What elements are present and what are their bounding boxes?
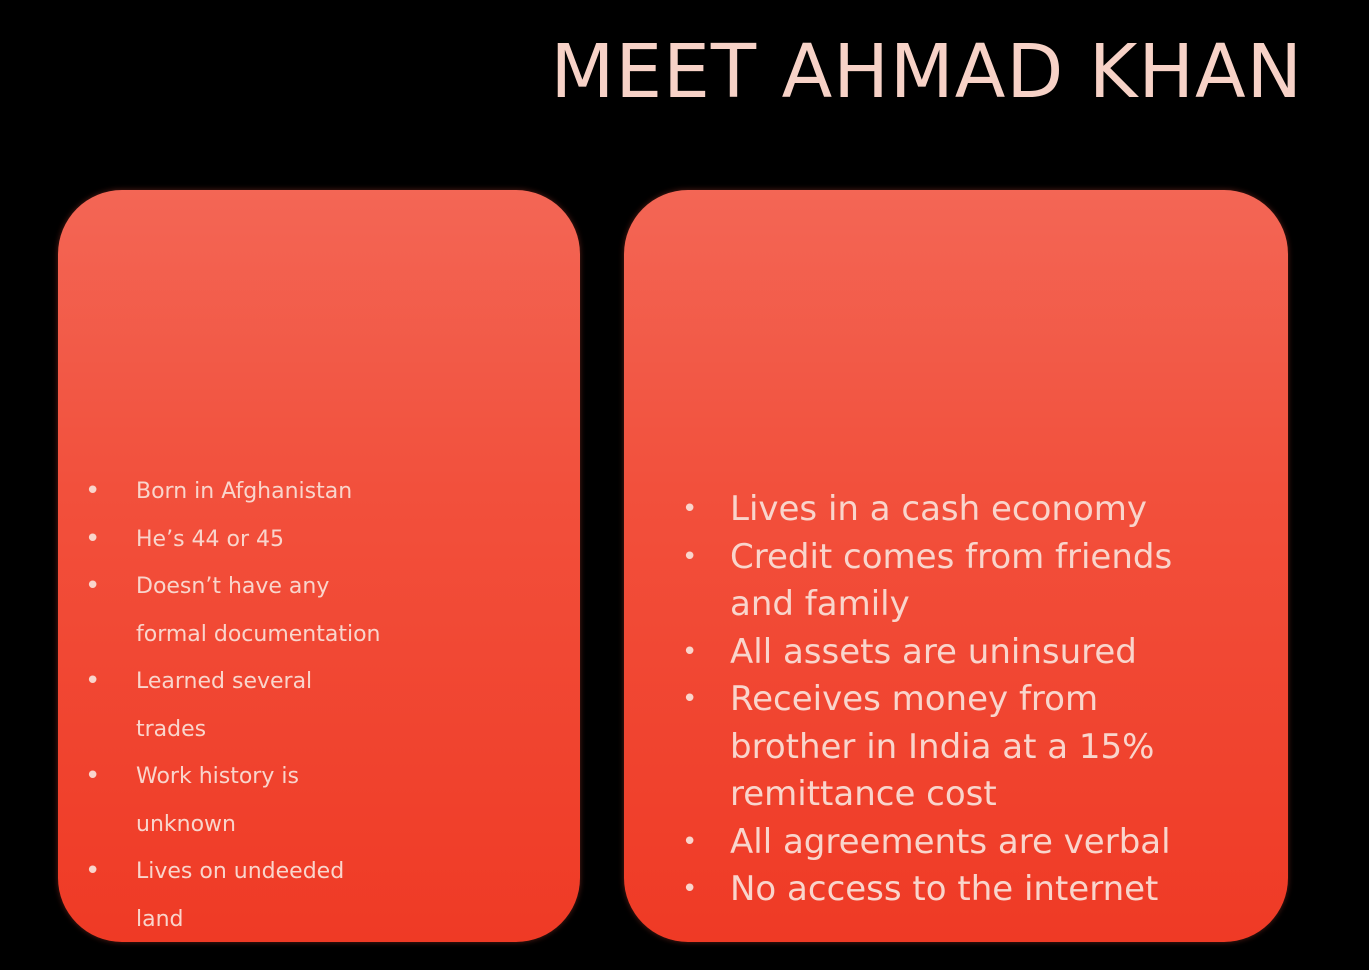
bullet-text-line: brother in India at a 15% [730, 726, 1155, 767]
bullet-item: • Doesn’t have any formal documentation [58, 563, 580, 658]
bullet-text-line: He’s 44 or 45 [136, 526, 285, 552]
bullet-item: • Born in Afghanistan [58, 468, 580, 516]
bullet-item: • No access to the internet [624, 866, 1288, 914]
bullet-text-line: Born in Afghanistan [136, 479, 353, 504]
slide-title: MEET AHMAD KHAN [550, 29, 1303, 115]
bullet-text-line: unknown [136, 811, 236, 837]
left-bullet-list: • Born in Afghanistan • He’s 44 or 45 • Doesn… [58, 468, 580, 942]
bullet-item: • He’s 44 or 45 [58, 516, 580, 564]
bullet-item: • Lives on undeeded land [58, 848, 580, 942]
right-info-card: • Lives in a cash economy • Credit comes fr… [624, 190, 1288, 942]
bullet-text-line: All assets are uninsured [730, 631, 1137, 672]
bullet-dot-icon: • [85, 666, 101, 696]
bullet-text-line: Lives in a cash economy [730, 489, 1147, 529]
bullet-dot-icon: • [85, 761, 101, 791]
bullet-dot-icon: • [85, 476, 101, 506]
bullet-text-line: Receives money from [730, 679, 1099, 719]
bullet-text-line: Work history is [136, 764, 299, 789]
bullet-dot-icon: • [682, 636, 698, 667]
left-info-card: • Born in Afghanistan • He’s 44 or 45 • Doesn… [58, 190, 580, 942]
bullet-dot-icon: • [682, 541, 698, 572]
bullet-text-line: and family [730, 584, 910, 624]
bullet-text-line: land [136, 906, 184, 932]
bullet-text-line: Learned several [136, 669, 313, 694]
bullet-dot-icon: • [682, 684, 698, 714]
bullet-text-line: Credit comes from friends [730, 536, 1173, 577]
bullet-dot-icon: • [85, 571, 101, 601]
bullet-item: • Work history is unknown [58, 753, 580, 848]
bullet-dot-icon: • [85, 856, 101, 886]
bullet-text-line: All agreements are verbal [730, 821, 1171, 862]
bullet-item: • Receives money from brother in India at … [624, 676, 1288, 819]
bullet-dot-icon: • [682, 826, 698, 857]
right-bullet-list: • Lives in a cash economy • Credit comes fr… [624, 486, 1288, 914]
bullet-text-line: Lives on undeeded [136, 859, 345, 884]
bullet-item: • All agreements are verbal [624, 819, 1288, 867]
bullet-text-line: remittance cost [730, 774, 997, 814]
bullet-text-line: No access to the internet [730, 869, 1159, 909]
bullet-dot-icon: • [85, 523, 101, 554]
bullet-item: • All assets are uninsured [624, 629, 1288, 677]
bullet-text-line: formal documentation [136, 621, 381, 647]
bullet-item: • Learned several trades [58, 658, 580, 753]
bullet-dot-icon: • [682, 874, 698, 904]
bullet-item: • Credit comes from friends and family [624, 534, 1288, 629]
bullet-dot-icon: • [682, 494, 698, 524]
bullet-item: • Lives in a cash economy [624, 486, 1288, 534]
bullet-text-line: trades [136, 716, 207, 742]
bullet-text-line: Doesn’t have any [136, 574, 330, 599]
